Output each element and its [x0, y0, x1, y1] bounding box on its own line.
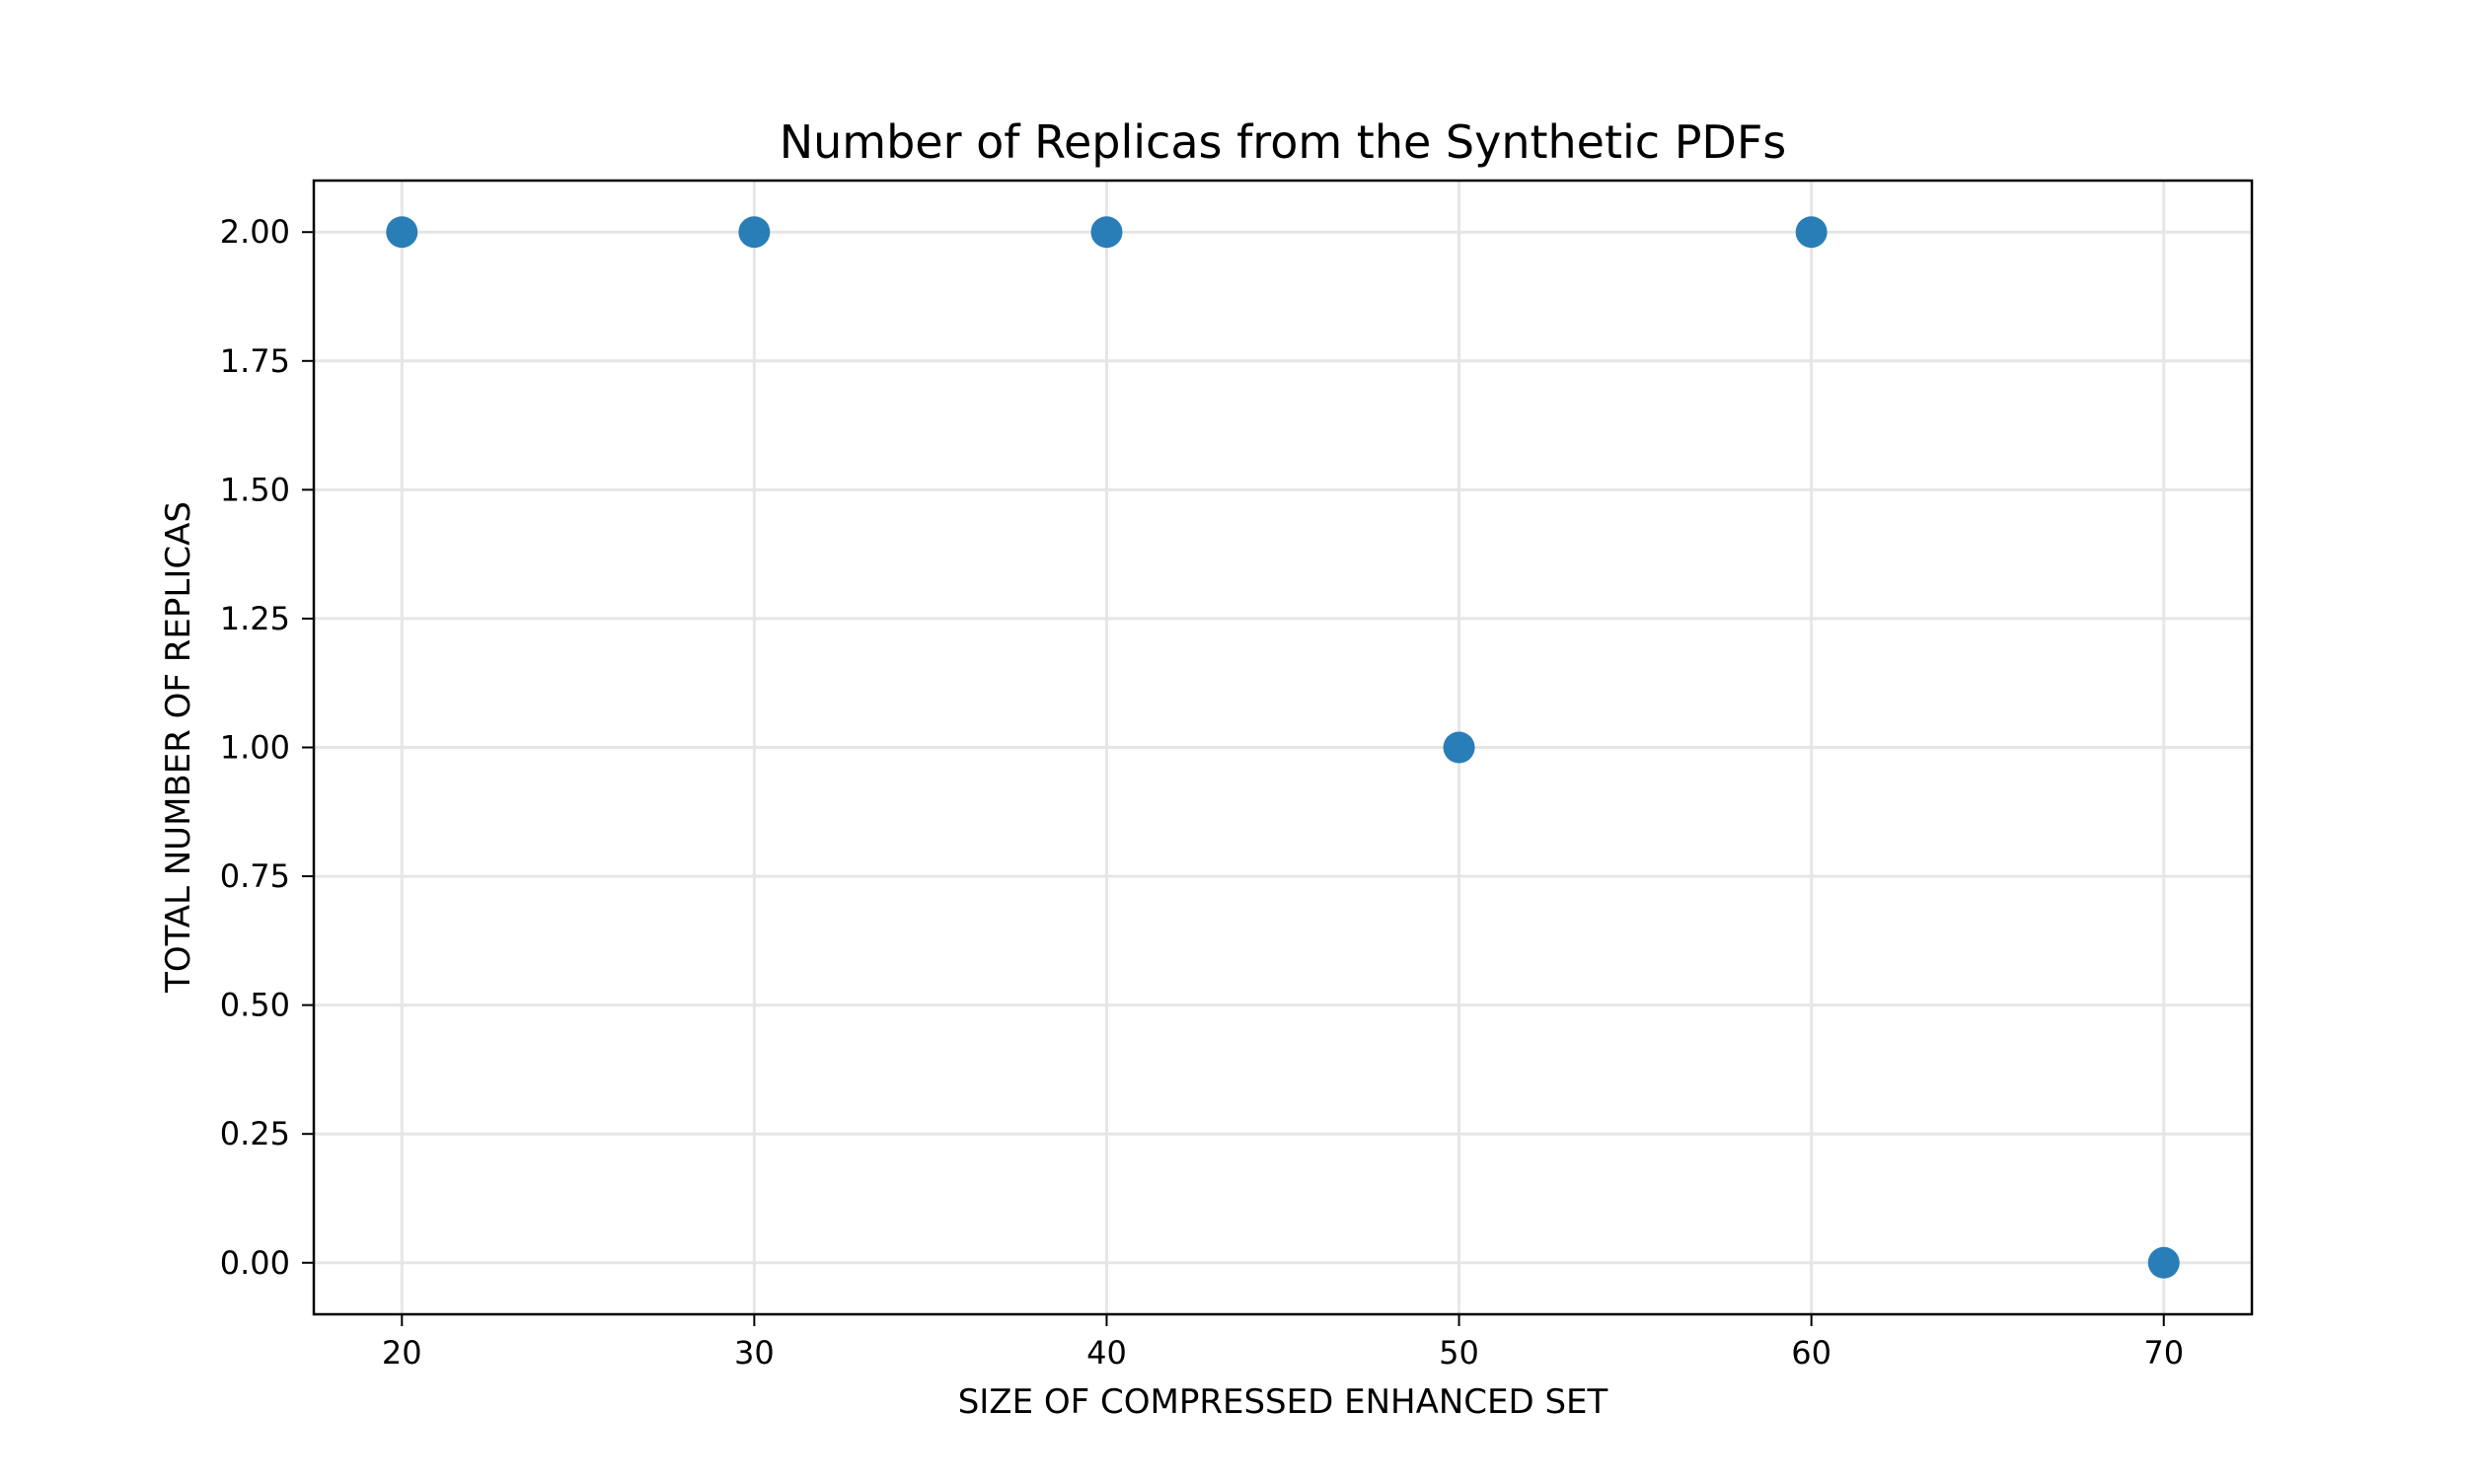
y-tick-label: 1.75 — [220, 342, 290, 380]
y-tick-label: 1.25 — [220, 600, 290, 637]
data-point — [1795, 216, 1828, 249]
data-point — [386, 216, 418, 249]
x-tick-label: 50 — [1439, 1334, 1479, 1372]
y-tick-label: 1.50 — [220, 471, 290, 508]
x-tick-label: 30 — [734, 1334, 775, 1372]
y-tick-label: 0.50 — [220, 987, 290, 1024]
data-point — [1443, 731, 1475, 764]
x-axis-label: SIZE OF COMPRESSED ENHANCED SET — [958, 1382, 1608, 1422]
y-tick-label: 2.00 — [220, 213, 290, 251]
data-point — [1090, 216, 1123, 249]
grid-lines — [314, 181, 2252, 1314]
y-tick-label: 0.00 — [220, 1244, 290, 1282]
x-tick-label: 60 — [1791, 1334, 1832, 1372]
data-points — [386, 216, 2180, 1279]
y-tick-label: 0.75 — [220, 857, 290, 895]
y-axis-ticks: 0.00 0.25 0.50 0.75 1.00 1.25 1.50 1.75 2.00 — [220, 213, 314, 1282]
y-axis-label: TOTAL NUMBER OF REPLICAS — [159, 501, 198, 994]
x-tick-label: 40 — [1086, 1334, 1127, 1372]
data-point — [738, 216, 771, 249]
x-tick-label: 70 — [2143, 1334, 2184, 1372]
chart-title: Number of Replicas from the Synthetic PD… — [780, 115, 1787, 169]
y-tick-label: 0.25 — [220, 1115, 290, 1152]
y-tick-label: 1.00 — [220, 729, 290, 767]
data-point — [2147, 1246, 2180, 1279]
x-axis-ticks: 20 30 40 50 60 70 — [382, 1314, 2184, 1372]
x-tick-label: 20 — [382, 1334, 422, 1372]
